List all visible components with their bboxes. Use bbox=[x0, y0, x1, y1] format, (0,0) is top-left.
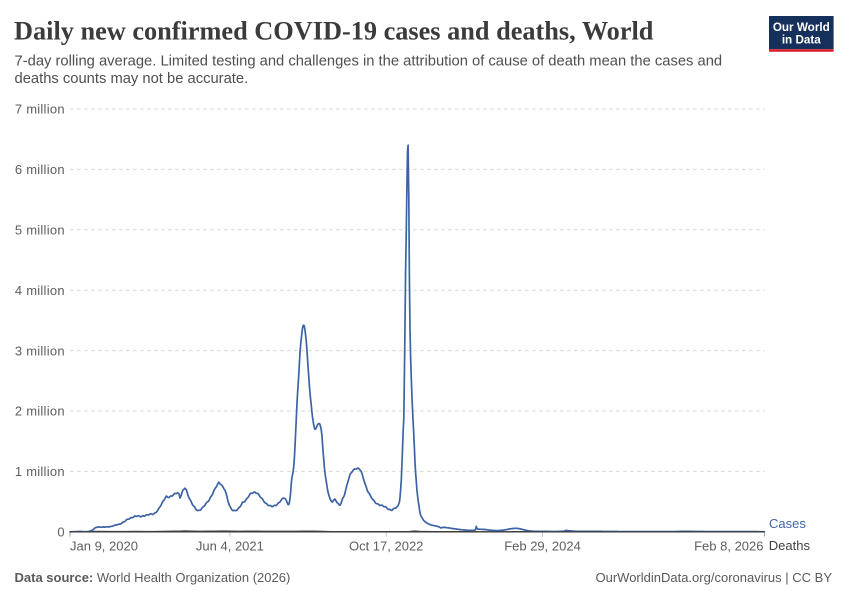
svg-text:deaths counts may not be accur: deaths counts may not be accurate. bbox=[15, 71, 249, 87]
svg-text:2 million: 2 million bbox=[15, 404, 65, 419]
svg-text:7 million: 7 million bbox=[15, 102, 65, 117]
svg-text:Oct 17, 2022: Oct 17, 2022 bbox=[349, 538, 423, 553]
svg-text:Feb 8, 2026: Feb 8, 2026 bbox=[694, 538, 763, 553]
svg-text:in Data: in Data bbox=[782, 33, 821, 46]
svg-text:Cases: Cases bbox=[769, 516, 806, 531]
svg-text:7-day rolling average. Limited: 7-day rolling average. Limited testing a… bbox=[15, 53, 723, 69]
svg-text:Data source: World Health Orga: Data source: World Health Organization (… bbox=[15, 570, 291, 585]
svg-text:5 million: 5 million bbox=[15, 223, 65, 238]
svg-text:OurWorldinData.org/coronavirus: OurWorldinData.org/coronavirus | CC BY bbox=[595, 570, 832, 585]
svg-text:Feb 29, 2024: Feb 29, 2024 bbox=[504, 538, 581, 553]
svg-text:Jun 4, 2021: Jun 4, 2021 bbox=[196, 538, 264, 553]
svg-text:4 million: 4 million bbox=[15, 283, 65, 298]
svg-text:Daily new confirmed COVID-19 c: Daily new confirmed COVID-19 cases and d… bbox=[14, 17, 654, 46]
svg-text:1 million: 1 million bbox=[15, 464, 65, 479]
svg-text:0: 0 bbox=[57, 525, 64, 540]
svg-text:Jan 9, 2020: Jan 9, 2020 bbox=[70, 538, 138, 553]
svg-text:3 million: 3 million bbox=[15, 343, 65, 358]
svg-text:Deaths: Deaths bbox=[769, 538, 811, 553]
svg-text:Our World: Our World bbox=[773, 21, 830, 34]
svg-text:6 million: 6 million bbox=[15, 162, 65, 177]
